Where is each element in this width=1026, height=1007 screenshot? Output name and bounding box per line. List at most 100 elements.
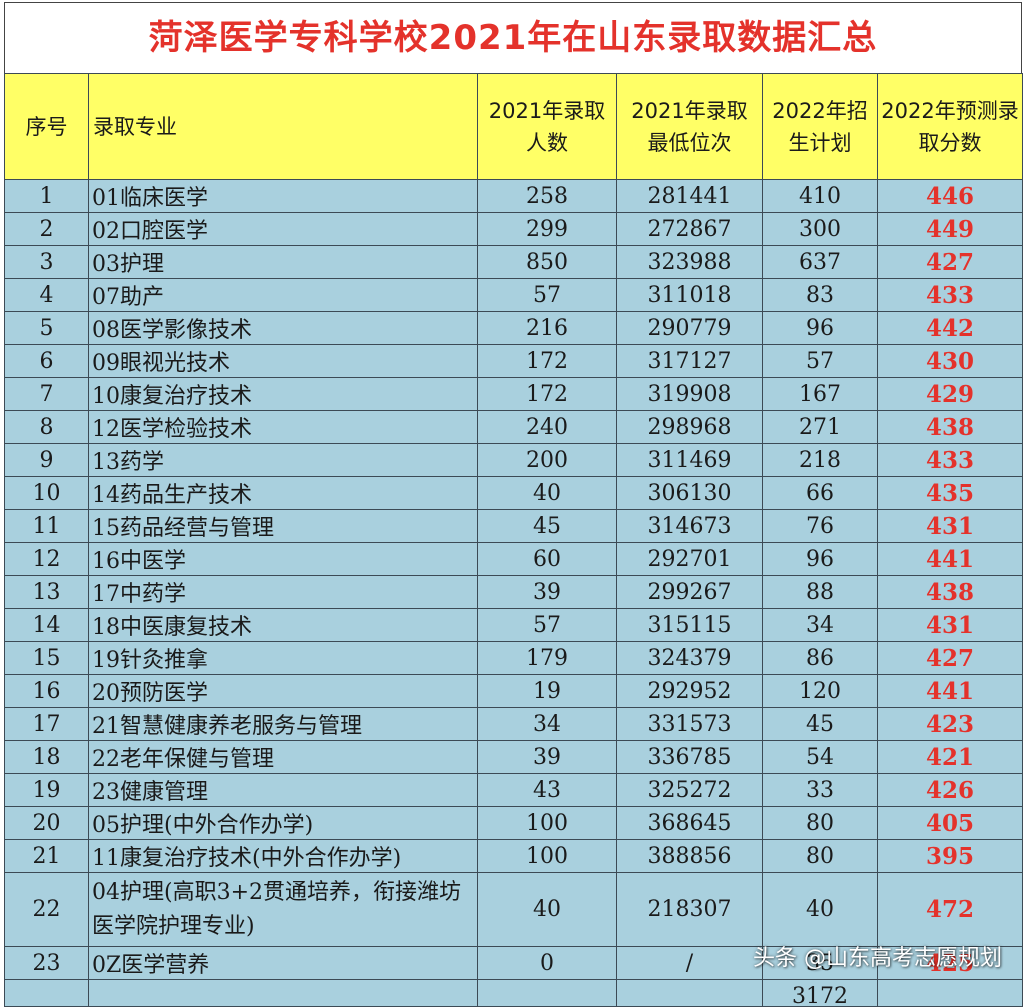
cell-pred-2022: 442: [877, 311, 1023, 345]
cell-total-empty: [88, 979, 478, 1007]
cell-pred-2022: 395: [877, 839, 1023, 873]
cell-count-2021: 172: [477, 344, 617, 378]
cell-count-2021: 45: [477, 509, 617, 543]
cell-count-2021: 19: [477, 674, 617, 708]
cell-pred-2022: 421: [877, 740, 1023, 774]
cell-plan-2022: 410: [762, 179, 878, 213]
cell-index: 12: [4, 542, 89, 576]
cell-plan-2022: 76: [762, 509, 878, 543]
header-plan-2022-line1: 2022年招: [772, 98, 868, 123]
table-row: 11 15药品经营与管理 45 314673 76 431: [4, 509, 1023, 543]
cell-count-2021: 60: [477, 542, 617, 576]
cell-pred-2022: 427: [877, 641, 1023, 675]
cell-major: 03护理: [88, 245, 478, 279]
cell-total-empty: [4, 979, 89, 1007]
cell-count-2021: 100: [477, 839, 617, 873]
cell-pred-2022: 431: [877, 509, 1023, 543]
cell-count-2021: 43: [477, 773, 617, 807]
cell-count-2021: 299: [477, 212, 617, 246]
cell-count-2021: 34: [477, 707, 617, 741]
cell-major: 19针灸推拿: [88, 641, 478, 675]
cell-rank-2021: 311018: [616, 278, 763, 312]
cell-count-2021: 39: [477, 575, 617, 609]
cell-total-empty: [616, 979, 763, 1007]
header-rank-2021-line1: 2021年录取: [631, 98, 748, 123]
cell-rank-2021: 299267: [616, 575, 763, 609]
cell-major: 12医学检验技术: [88, 410, 478, 444]
cell-pred-2022: 433: [877, 278, 1023, 312]
cell-plan-2022: 167: [762, 377, 878, 411]
cell-rank-2021: 290779: [616, 311, 763, 345]
cell-total-empty: [877, 979, 1023, 1007]
cell-rank-2021: 336785: [616, 740, 763, 774]
table-row: 4 07助产 57 311018 83 433: [4, 278, 1023, 312]
cell-index: 9: [4, 443, 89, 477]
cell-major: 09眼视光技术: [88, 344, 478, 378]
cell-pred-2022: 426: [877, 773, 1023, 807]
cell-plan-2022: 271: [762, 410, 878, 444]
cell-major: 14药品生产技术: [88, 476, 478, 510]
cell-plan-2022: 86: [762, 641, 878, 675]
cell-index: 8: [4, 410, 89, 444]
cell-index: 13: [4, 575, 89, 609]
cell-pred-2022: 425: [877, 946, 1023, 980]
cell-index: 1: [4, 179, 89, 213]
cell-pred-2022: 423: [877, 707, 1023, 741]
table-row: 21 11康复治疗技术(中外合作办学) 100 388856 80 395: [4, 839, 1023, 873]
header-rank-2021-line2: 最低位次: [647, 130, 732, 155]
cell-plan-2022: 96: [762, 311, 878, 345]
cell-rank-2021: 325272: [616, 773, 763, 807]
cell-major: 20预防医学: [88, 674, 478, 708]
table-row: 9 13药学 200 311469 218 433: [4, 443, 1023, 477]
cell-rank-2021: 388856: [616, 839, 763, 873]
cell-rank-2021: 218307: [616, 872, 763, 947]
header-major: 录取专业: [88, 73, 478, 180]
cell-rank-2021: 281441: [616, 179, 763, 213]
cell-plan-2022: 637: [762, 245, 878, 279]
table-row: 12 16中医学 60 292701 96 441: [4, 542, 1023, 576]
cell-pred-2022: 433: [877, 443, 1023, 477]
cell-plan-2022: 33: [762, 773, 878, 807]
table-row: 20 05护理(中外合作办学) 100 368645 80 405: [4, 806, 1023, 840]
table-row: 16 20预防医学 19 292952 120 441: [4, 674, 1023, 708]
cell-plan-2022: 54: [762, 740, 878, 774]
cell-plan-2022: 96: [762, 542, 878, 576]
cell-count-2021: 850: [477, 245, 617, 279]
cell-count-2021: 57: [477, 608, 617, 642]
table-row: 14 18中医康复技术 57 315115 34 431: [4, 608, 1023, 642]
header-count-2021: 2021年录取 人数: [477, 73, 617, 180]
cell-rank-2021: 324379: [616, 641, 763, 675]
cell-pred-2022: 441: [877, 674, 1023, 708]
cell-major: 17中药学: [88, 575, 478, 609]
cell-index: 17: [4, 707, 89, 741]
cell-plan-2022: 300: [762, 212, 878, 246]
cell-plan-2022: 35: [762, 946, 878, 980]
cell-pred-2022: 446: [877, 179, 1023, 213]
cell-total-plan: 3172: [762, 979, 878, 1007]
table-row: 2 02口腔医学 299 272867 300 449: [4, 212, 1023, 246]
cell-rank-2021: 292701: [616, 542, 763, 576]
cell-count-2021: 179: [477, 641, 617, 675]
table-row: 5 08医学影像技术 216 290779 96 442: [4, 311, 1023, 345]
cell-count-2021: 100: [477, 806, 617, 840]
cell-pred-2022: 441: [877, 542, 1023, 576]
cell-pred-2022: 449: [877, 212, 1023, 246]
cell-plan-2022: 80: [762, 839, 878, 873]
cell-major: 16中医学: [88, 542, 478, 576]
header-index: 序号: [4, 73, 89, 180]
header-count-2021-line2: 人数: [526, 130, 568, 155]
cell-index: 16: [4, 674, 89, 708]
cell-count-2021: 240: [477, 410, 617, 444]
cell-pred-2022: 472: [877, 872, 1023, 947]
table-row: 17 21智慧健康养老服务与管理 34 331573 45 423: [4, 707, 1023, 741]
cell-rank-2021: 306130: [616, 476, 763, 510]
cell-index: 5: [4, 311, 89, 345]
admission-table: 序号 录取专业 2021年录取 人数 2021年录取 最低位次 2022年招 生…: [4, 73, 1023, 1007]
cell-major: 21智慧健康养老服务与管理: [88, 707, 478, 741]
cell-count-2021: 216: [477, 311, 617, 345]
cell-major: 08医学影像技术: [88, 311, 478, 345]
cell-plan-2022: 80: [762, 806, 878, 840]
cell-count-2021: 0: [477, 946, 617, 980]
cell-index: 3: [4, 245, 89, 279]
cell-index: 23: [4, 946, 89, 980]
